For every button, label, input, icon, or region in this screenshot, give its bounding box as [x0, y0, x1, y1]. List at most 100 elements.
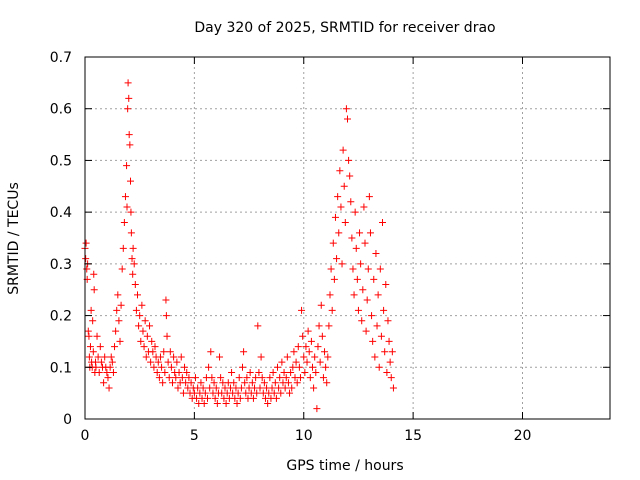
data-point	[256, 384, 264, 392]
data-point	[237, 384, 245, 392]
data-point	[324, 353, 332, 361]
data-point	[260, 379, 268, 387]
data-point	[191, 374, 199, 382]
data-point	[124, 79, 132, 87]
data-point	[118, 265, 126, 273]
data-point	[294, 343, 302, 351]
data-point	[125, 94, 133, 102]
data-point	[146, 322, 154, 330]
data-point	[316, 358, 324, 366]
data-point	[164, 358, 172, 366]
data-point	[82, 255, 90, 263]
data-point	[348, 234, 356, 242]
data-point	[217, 374, 225, 382]
data-point	[271, 379, 279, 387]
data-point	[107, 353, 115, 361]
data-point	[207, 348, 215, 356]
data-point	[200, 399, 208, 407]
data-point	[323, 379, 331, 387]
data-point	[132, 306, 140, 314]
data-point	[303, 358, 311, 366]
x-axis-label: GPS time / hours	[286, 458, 403, 474]
data-points	[81, 79, 397, 413]
data-point	[284, 379, 292, 387]
data-point	[321, 348, 329, 356]
data-point	[255, 368, 263, 376]
data-point	[307, 337, 315, 345]
data-point	[277, 389, 285, 397]
data-point	[90, 270, 98, 278]
data-point	[287, 368, 295, 376]
data-point	[270, 389, 278, 397]
data-point	[158, 363, 166, 371]
data-point	[187, 379, 195, 387]
data-point	[156, 353, 164, 361]
data-point	[290, 348, 298, 356]
data-point	[365, 193, 373, 201]
x-tick-label: 20	[514, 428, 532, 444]
data-point	[185, 374, 193, 382]
data-point	[177, 353, 185, 361]
data-point	[166, 348, 174, 356]
data-point	[241, 379, 249, 387]
data-point	[112, 327, 120, 335]
data-point	[113, 306, 121, 314]
data-point	[208, 374, 216, 382]
data-point	[344, 115, 351, 123]
data-point	[342, 105, 350, 113]
data-point	[315, 322, 323, 330]
data-point	[204, 394, 211, 402]
plot-frame	[84, 56, 611, 420]
data-point	[313, 405, 321, 413]
data-point	[165, 374, 173, 382]
data-point	[201, 389, 209, 397]
data-point	[352, 244, 360, 252]
data-point	[382, 281, 390, 289]
data-point	[280, 368, 288, 376]
data-point	[338, 260, 346, 268]
data-point	[128, 255, 136, 263]
data-point	[148, 337, 156, 345]
data-point	[197, 379, 205, 387]
data-point	[333, 255, 341, 263]
data-point	[370, 275, 378, 283]
data-point	[92, 363, 100, 371]
data-point	[153, 368, 161, 376]
data-point	[161, 368, 169, 376]
data-point	[235, 374, 243, 382]
data-point	[360, 203, 368, 211]
data-point	[162, 312, 170, 320]
data-point	[366, 229, 374, 237]
data-point	[354, 306, 362, 314]
x-tick-labels: 0 5 10 15 20	[81, 428, 532, 444]
y-tick-label: 0.7	[50, 50, 72, 66]
data-point	[179, 389, 187, 397]
data-point	[252, 374, 260, 382]
data-point	[82, 239, 90, 247]
data-point	[240, 348, 248, 356]
data-point	[111, 343, 119, 351]
data-point	[174, 384, 182, 392]
data-point	[169, 379, 176, 387]
data-point	[357, 260, 365, 268]
data-point	[286, 389, 294, 397]
data-point	[108, 358, 116, 366]
data-point	[309, 363, 316, 371]
data-point	[353, 275, 361, 283]
data-point	[137, 337, 145, 345]
data-point	[288, 384, 296, 392]
data-point	[269, 368, 277, 376]
data-point	[283, 353, 291, 361]
x-tick-label: 15	[404, 428, 422, 444]
data-point	[233, 399, 241, 407]
data-point	[282, 374, 290, 382]
data-point	[349, 265, 357, 273]
data-point	[120, 218, 128, 226]
data-point	[298, 306, 306, 314]
data-point	[115, 317, 123, 325]
data-point	[94, 353, 102, 361]
data-point	[388, 348, 396, 356]
data-point	[296, 374, 304, 382]
data-point	[212, 384, 220, 392]
y-tick-label: 0.1	[50, 360, 72, 376]
